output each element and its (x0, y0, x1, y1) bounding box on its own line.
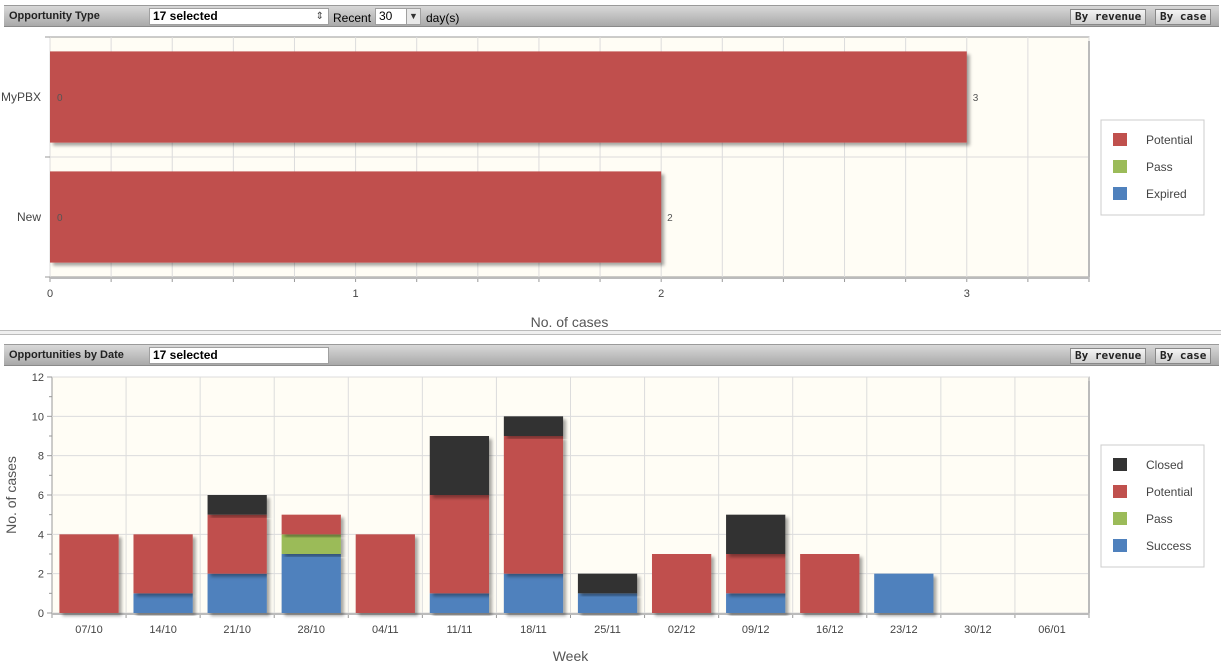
days-unit-label: day(s) (426, 11, 460, 25)
x-tick-label: 07/10 (75, 624, 103, 636)
opportunities-by-date-select[interactable]: 17 selected (149, 347, 329, 364)
bar-success-28-10 (281, 554, 341, 613)
chevron-down-icon: ▼ (406, 9, 420, 24)
bar-potential-16-12 (800, 554, 860, 613)
bar-success-21-10 (207, 573, 267, 613)
bar-potential-09-12 (726, 554, 786, 594)
x-tick-label: 28/10 (297, 624, 325, 636)
y-category-label: MyPBX (1, 90, 41, 104)
opportunity-type-select-value: 17 selected (153, 9, 218, 23)
legend-swatch-success (1113, 539, 1127, 552)
opportunity-type-chart: MyPBX 0 3 New 0 2 0 1 2 3 No. of cases Potential Pas… (1, 36, 1205, 330)
bar-potential-28-10 (281, 514, 341, 535)
opportunity-type-select[interactable]: 17 selected ⇕ (149, 8, 329, 25)
legend-swatch-closed (1113, 458, 1127, 471)
legend-label-potential: Potential (1146, 485, 1193, 499)
x-tick-label: 25/11 (594, 624, 621, 636)
x-tick-label: 11/11 (446, 624, 472, 636)
bar-start-label: 0 (57, 93, 63, 104)
bar-potential-02-12 (651, 554, 712, 613)
bar-success-23-12 (874, 573, 934, 613)
legend-label-pass: Pass (1146, 160, 1173, 174)
bar-success-18-11 (503, 573, 564, 613)
recent-days-select[interactable]: 30 ▼ (375, 8, 421, 25)
bar-success-11-11 (429, 593, 490, 613)
opportunity-type-title: Opportunity Type (9, 10, 100, 22)
x-axis-title: No. of cases (531, 314, 609, 330)
bar-potential-07-10 (59, 534, 119, 613)
x-tick-label: 3 (964, 288, 970, 300)
x-tick-label: 1 (353, 288, 359, 300)
bar-start-label: 0 (57, 213, 63, 224)
bar-closed-18-11 (503, 416, 564, 436)
x-tick-label: 06/01 (1038, 624, 1066, 636)
y-tick-label: 0 (38, 608, 44, 620)
x-tick-label: 2 (658, 288, 664, 300)
bar-closed-11-11 (429, 436, 490, 495)
bar-closed-21-10 (207, 495, 267, 515)
bar-potential-18-11 (503, 436, 564, 574)
bar-potential-11-11 (429, 495, 490, 594)
by-case-button[interactable]: By case (1155, 9, 1212, 25)
bar-potential-new (50, 171, 662, 263)
x-tick-label: 23/12 (890, 624, 918, 636)
opportunity-type-header: Opportunity Type 17 selected ⇕ Recent 30… (4, 5, 1219, 27)
y-category-label: New (17, 210, 41, 224)
bar-potential-04-11 (355, 534, 415, 613)
x-tick-label: 16/12 (816, 624, 844, 636)
x-tick-label: 02/12 (668, 624, 696, 636)
y-axis-title: No. of cases (3, 456, 19, 534)
opportunities-by-date-select-value: 17 selected (153, 348, 218, 362)
bar-potential-14-10 (133, 534, 193, 594)
y-tick-label: 10 (32, 411, 44, 423)
legend-label-potential: Potential (1146, 133, 1193, 147)
bar-success-14-10 (133, 593, 193, 613)
bar-potential-21-10 (207, 514, 267, 574)
bar-end-label: 2 (667, 213, 673, 224)
recent-days-value: 30 (379, 9, 393, 23)
bar-end-label: 3 (973, 93, 979, 104)
y-tick-label: 4 (38, 529, 44, 541)
x-axis-title: Week (553, 648, 590, 664)
x-tick-label: 14/10 (149, 624, 177, 636)
y-tick-label: 12 (32, 372, 44, 384)
y-tick-label: 2 (38, 569, 44, 581)
bar-closed-25-11 (577, 573, 638, 594)
x-tick-label: 21/10 (223, 624, 251, 636)
legend-swatch-potential (1113, 485, 1127, 498)
x-tick-label: 18/11 (520, 624, 547, 636)
legend-swatch-pass (1113, 512, 1127, 525)
legend-swatch-potential (1113, 133, 1127, 146)
y-tick-label: 6 (38, 490, 44, 502)
bar-success-09-12 (726, 593, 786, 613)
legend-label-expired: Expired (1146, 187, 1187, 201)
x-tick-label: 04/11 (372, 624, 399, 636)
opportunities-by-date-header: Opportunities by Date 17 selected By rev… (4, 344, 1219, 366)
bar-closed-09-12 (726, 514, 786, 554)
recent-label: Recent (333, 11, 372, 25)
legend-label-closed: Closed (1146, 458, 1183, 472)
panel-divider (0, 330, 1221, 335)
by-case-button[interactable]: By case (1155, 348, 1212, 364)
updown-arrow-icon: ⇕ (315, 11, 324, 22)
opportunities-by-date-chart: 0 2 4 6 8 10 12 07/10 14/10 21/10 28/10 04/11 11/11 1… (3, 372, 1205, 664)
opportunities-by-date-title: Opportunities by Date (9, 349, 124, 361)
by-revenue-button[interactable]: By revenue (1070, 348, 1147, 364)
bar-potential-mypbx (50, 51, 967, 143)
legend-swatch-pass (1113, 160, 1127, 173)
by-revenue-button[interactable]: By revenue (1070, 9, 1147, 25)
y-tick-label: 8 (38, 451, 44, 463)
x-tick-label: 09/12 (742, 624, 770, 636)
x-tick-label: 30/12 (964, 624, 992, 636)
bar-success-25-11 (577, 593, 638, 613)
legend-label-success: Success (1146, 539, 1191, 553)
bar-pass-28-10 (281, 534, 341, 554)
legend-swatch-expired (1113, 187, 1127, 200)
legend-label-pass: Pass (1146, 512, 1173, 526)
x-tick-label: 0 (47, 288, 53, 300)
